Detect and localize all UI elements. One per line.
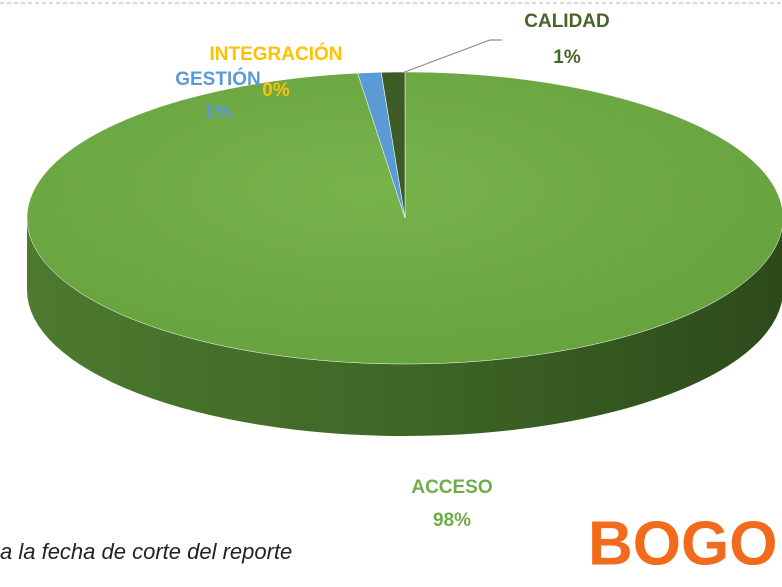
- value-label: 1%: [553, 47, 581, 68]
- logo: BOGO: [588, 509, 777, 578]
- category-label: CALIDAD: [524, 11, 610, 32]
- category-label: GESTIÓN: [175, 68, 261, 90]
- value-label: 1%: [204, 102, 232, 123]
- value-label: 0%: [262, 80, 290, 101]
- footer-text: a la fecha de corte del reporte: [0, 539, 292, 564]
- leader-line: [401, 39, 502, 74]
- pie-side: [27, 218, 782, 436]
- pie: [26, 71, 782, 436]
- pie-slice: [26, 71, 782, 365]
- category-label: ACCESO: [411, 477, 492, 498]
- category-label: INTEGRACIÓN: [210, 43, 343, 65]
- value-label: 98%: [433, 510, 471, 531]
